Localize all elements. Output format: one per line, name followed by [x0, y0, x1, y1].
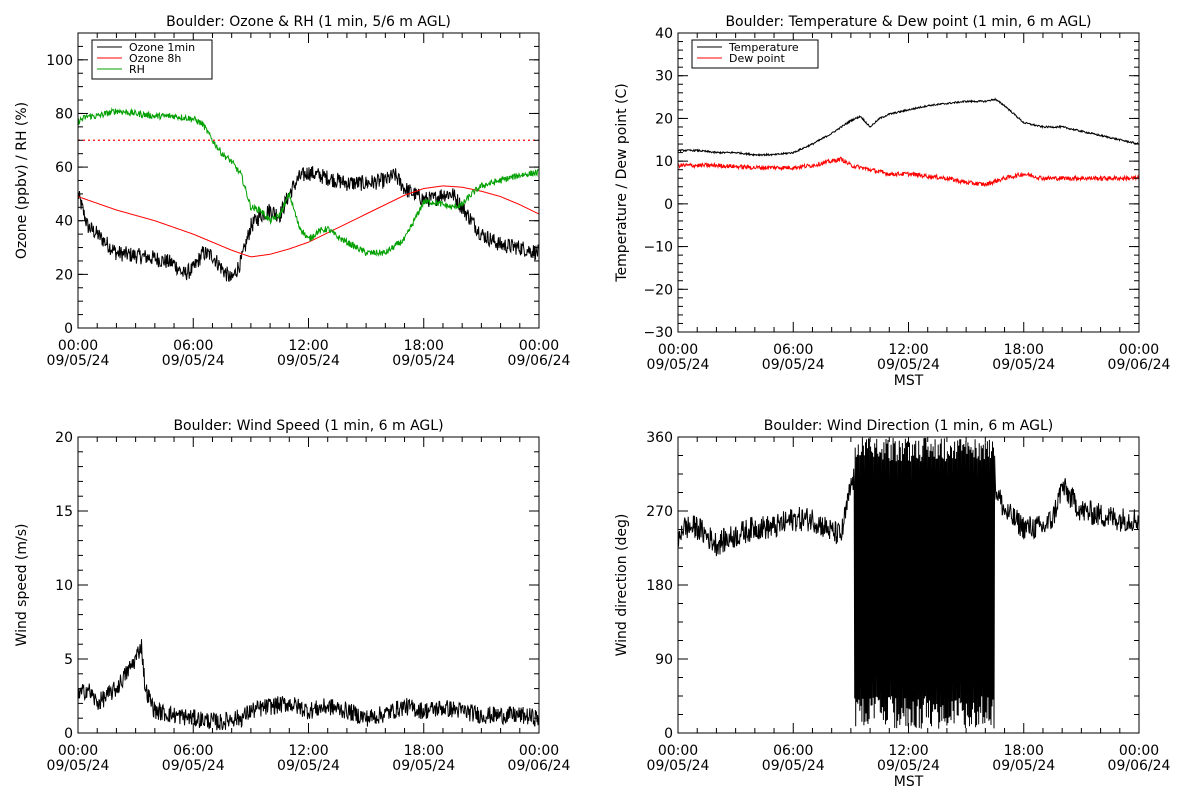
- plot-frame: [677, 32, 1140, 333]
- x-tick-label-date: 09/05/24: [877, 357, 940, 373]
- x-tick-label-time: 06:00: [773, 342, 813, 358]
- legend-label: RH: [129, 63, 145, 76]
- x-tick-label-date: 09/05/24: [992, 758, 1055, 774]
- wind-speed-panel: Boulder: Wind Speed (1 min, 6 m AGL) Wind…: [14, 418, 571, 774]
- y-tick-label: 360: [646, 430, 673, 446]
- y-tick-label: 10: [55, 578, 73, 594]
- y-tick-label: 80: [55, 106, 73, 122]
- series-line-dew-point: [678, 156, 1139, 187]
- x-tick-label-time: 00:00: [58, 338, 98, 354]
- chart-title: Boulder: Wind Speed (1 min, 6 m AGL): [173, 418, 443, 434]
- x-tick-label-time: 06:00: [173, 338, 213, 354]
- x-tick-label-time: 12:00: [288, 338, 328, 354]
- x-axis-label: MST: [894, 373, 924, 389]
- x-tick-label-date: 09/05/24: [392, 758, 455, 774]
- wind-direction-panel: Boulder: Wind Direction (1 min, 6 m AGL)…: [614, 418, 1171, 790]
- y-tick-label: 10: [655, 154, 673, 170]
- y-tick-label: 100: [46, 53, 73, 69]
- x-tick-label-time: 18:00: [404, 743, 444, 759]
- x-tick-label-time: 00:00: [658, 342, 698, 358]
- series-line-ozone-8h: [78, 185, 539, 258]
- x-tick-label-time: 06:00: [173, 743, 213, 759]
- series-line-rh: [78, 107, 539, 257]
- x-tick-label-time: 00:00: [58, 743, 98, 759]
- y-tick-label: 40: [655, 26, 673, 42]
- x-tick-label-date: 09/05/24: [277, 353, 340, 369]
- legend-label: Dew point: [729, 52, 785, 65]
- y-tick-label: 90: [655, 652, 673, 668]
- x-tick-label-date: 09/05/24: [47, 758, 110, 774]
- x-tick-label-time: 00:00: [1119, 743, 1159, 759]
- legend-label: Ozone 1min: [129, 41, 195, 54]
- x-tick-label-date: 09/05/24: [392, 353, 455, 369]
- y-tick-label: −10: [643, 240, 673, 256]
- x-tick-label-time: 00:00: [519, 743, 559, 759]
- y-tick-label: −30: [643, 325, 673, 341]
- x-tick-label-date: 09/06/24: [1108, 357, 1171, 373]
- legend-label: Ozone 8h: [129, 52, 181, 65]
- x-tick-label-date: 09/06/24: [508, 758, 571, 774]
- y-tick-label: 0: [64, 726, 73, 742]
- x-tick-label-date: 09/05/24: [162, 758, 225, 774]
- y-tick-label: 180: [646, 578, 673, 594]
- x-tick-label-date: 09/05/24: [647, 357, 710, 373]
- y-tick-label: 20: [655, 111, 673, 127]
- x-tick-label-date: 09/05/24: [277, 758, 340, 774]
- x-tick-label-date: 09/05/24: [992, 357, 1055, 373]
- chart-title: Boulder: Wind Direction (1 min, 6 m AGL): [764, 418, 1053, 434]
- x-tick-label-time: 00:00: [658, 743, 698, 759]
- y-axis-label: Wind direction (deg): [614, 514, 630, 657]
- x-tick-label-date: 09/05/24: [162, 353, 225, 369]
- x-axis-label: MST: [894, 774, 924, 790]
- y-tick-label: 20: [55, 267, 73, 283]
- y-tick-label: 0: [64, 321, 73, 337]
- x-tick-label-date: 09/05/24: [647, 758, 710, 774]
- x-tick-label-time: 18:00: [404, 338, 444, 354]
- chart-title: Boulder: Temperature & Dew point (1 min,…: [725, 14, 1091, 30]
- ozone-rh-panel: Boulder: Ozone & RH (1 min, 5/6 m AGL) Oz…: [14, 14, 571, 369]
- y-tick-label: 270: [646, 504, 673, 520]
- y-tick-label: 0: [664, 197, 673, 213]
- x-tick-label-date: 09/05/24: [877, 758, 940, 774]
- temperature-dewpoint-panel: Boulder: Temperature & Dew point (1 min,…: [614, 14, 1171, 389]
- series-line-0: [78, 639, 539, 731]
- chart-title: Boulder: Ozone & RH (1 min, 5/6 m AGL): [166, 14, 451, 30]
- x-tick-label-time: 12:00: [888, 743, 928, 759]
- x-tick-label-time: 12:00: [888, 342, 928, 358]
- series-line-temperature: [678, 97, 1139, 157]
- y-tick-label: 15: [55, 504, 73, 520]
- y-axis-label: Ozone (ppbv) / RH (%): [14, 102, 30, 259]
- series-line-0: [678, 437, 1139, 729]
- legend-box: [91, 39, 213, 80]
- y-tick-label: 30: [655, 69, 673, 85]
- y-tick-label: 5: [64, 652, 73, 668]
- x-tick-label-date: 09/06/24: [508, 353, 571, 369]
- x-tick-label-time: 00:00: [1119, 342, 1159, 358]
- x-tick-label-time: 00:00: [519, 338, 559, 354]
- x-tick-label-time: 18:00: [1004, 342, 1044, 358]
- legend-box: [691, 39, 819, 69]
- x-tick-label-date: 09/05/24: [762, 758, 825, 774]
- x-tick-label-time: 06:00: [773, 743, 813, 759]
- x-tick-label-date: 09/06/24: [1108, 758, 1171, 774]
- x-tick-label-date: 09/05/24: [47, 353, 110, 369]
- y-tick-label: 0: [664, 726, 673, 742]
- x-tick-label-time: 18:00: [1004, 743, 1044, 759]
- legend-label: Temperature: [728, 41, 799, 54]
- x-tick-label-date: 09/05/24: [762, 357, 825, 373]
- y-axis-label: Wind speed (m/s): [14, 524, 30, 647]
- y-tick-label: 20: [55, 430, 73, 446]
- y-axis-label: Temperature / Dew point (C): [614, 83, 630, 282]
- y-tick-label: 60: [55, 160, 73, 176]
- y-tick-label: 40: [55, 214, 73, 230]
- y-tick-label: −20: [643, 282, 673, 298]
- x-tick-label-time: 12:00: [288, 743, 328, 759]
- series-line-ozone-1min: [78, 166, 539, 282]
